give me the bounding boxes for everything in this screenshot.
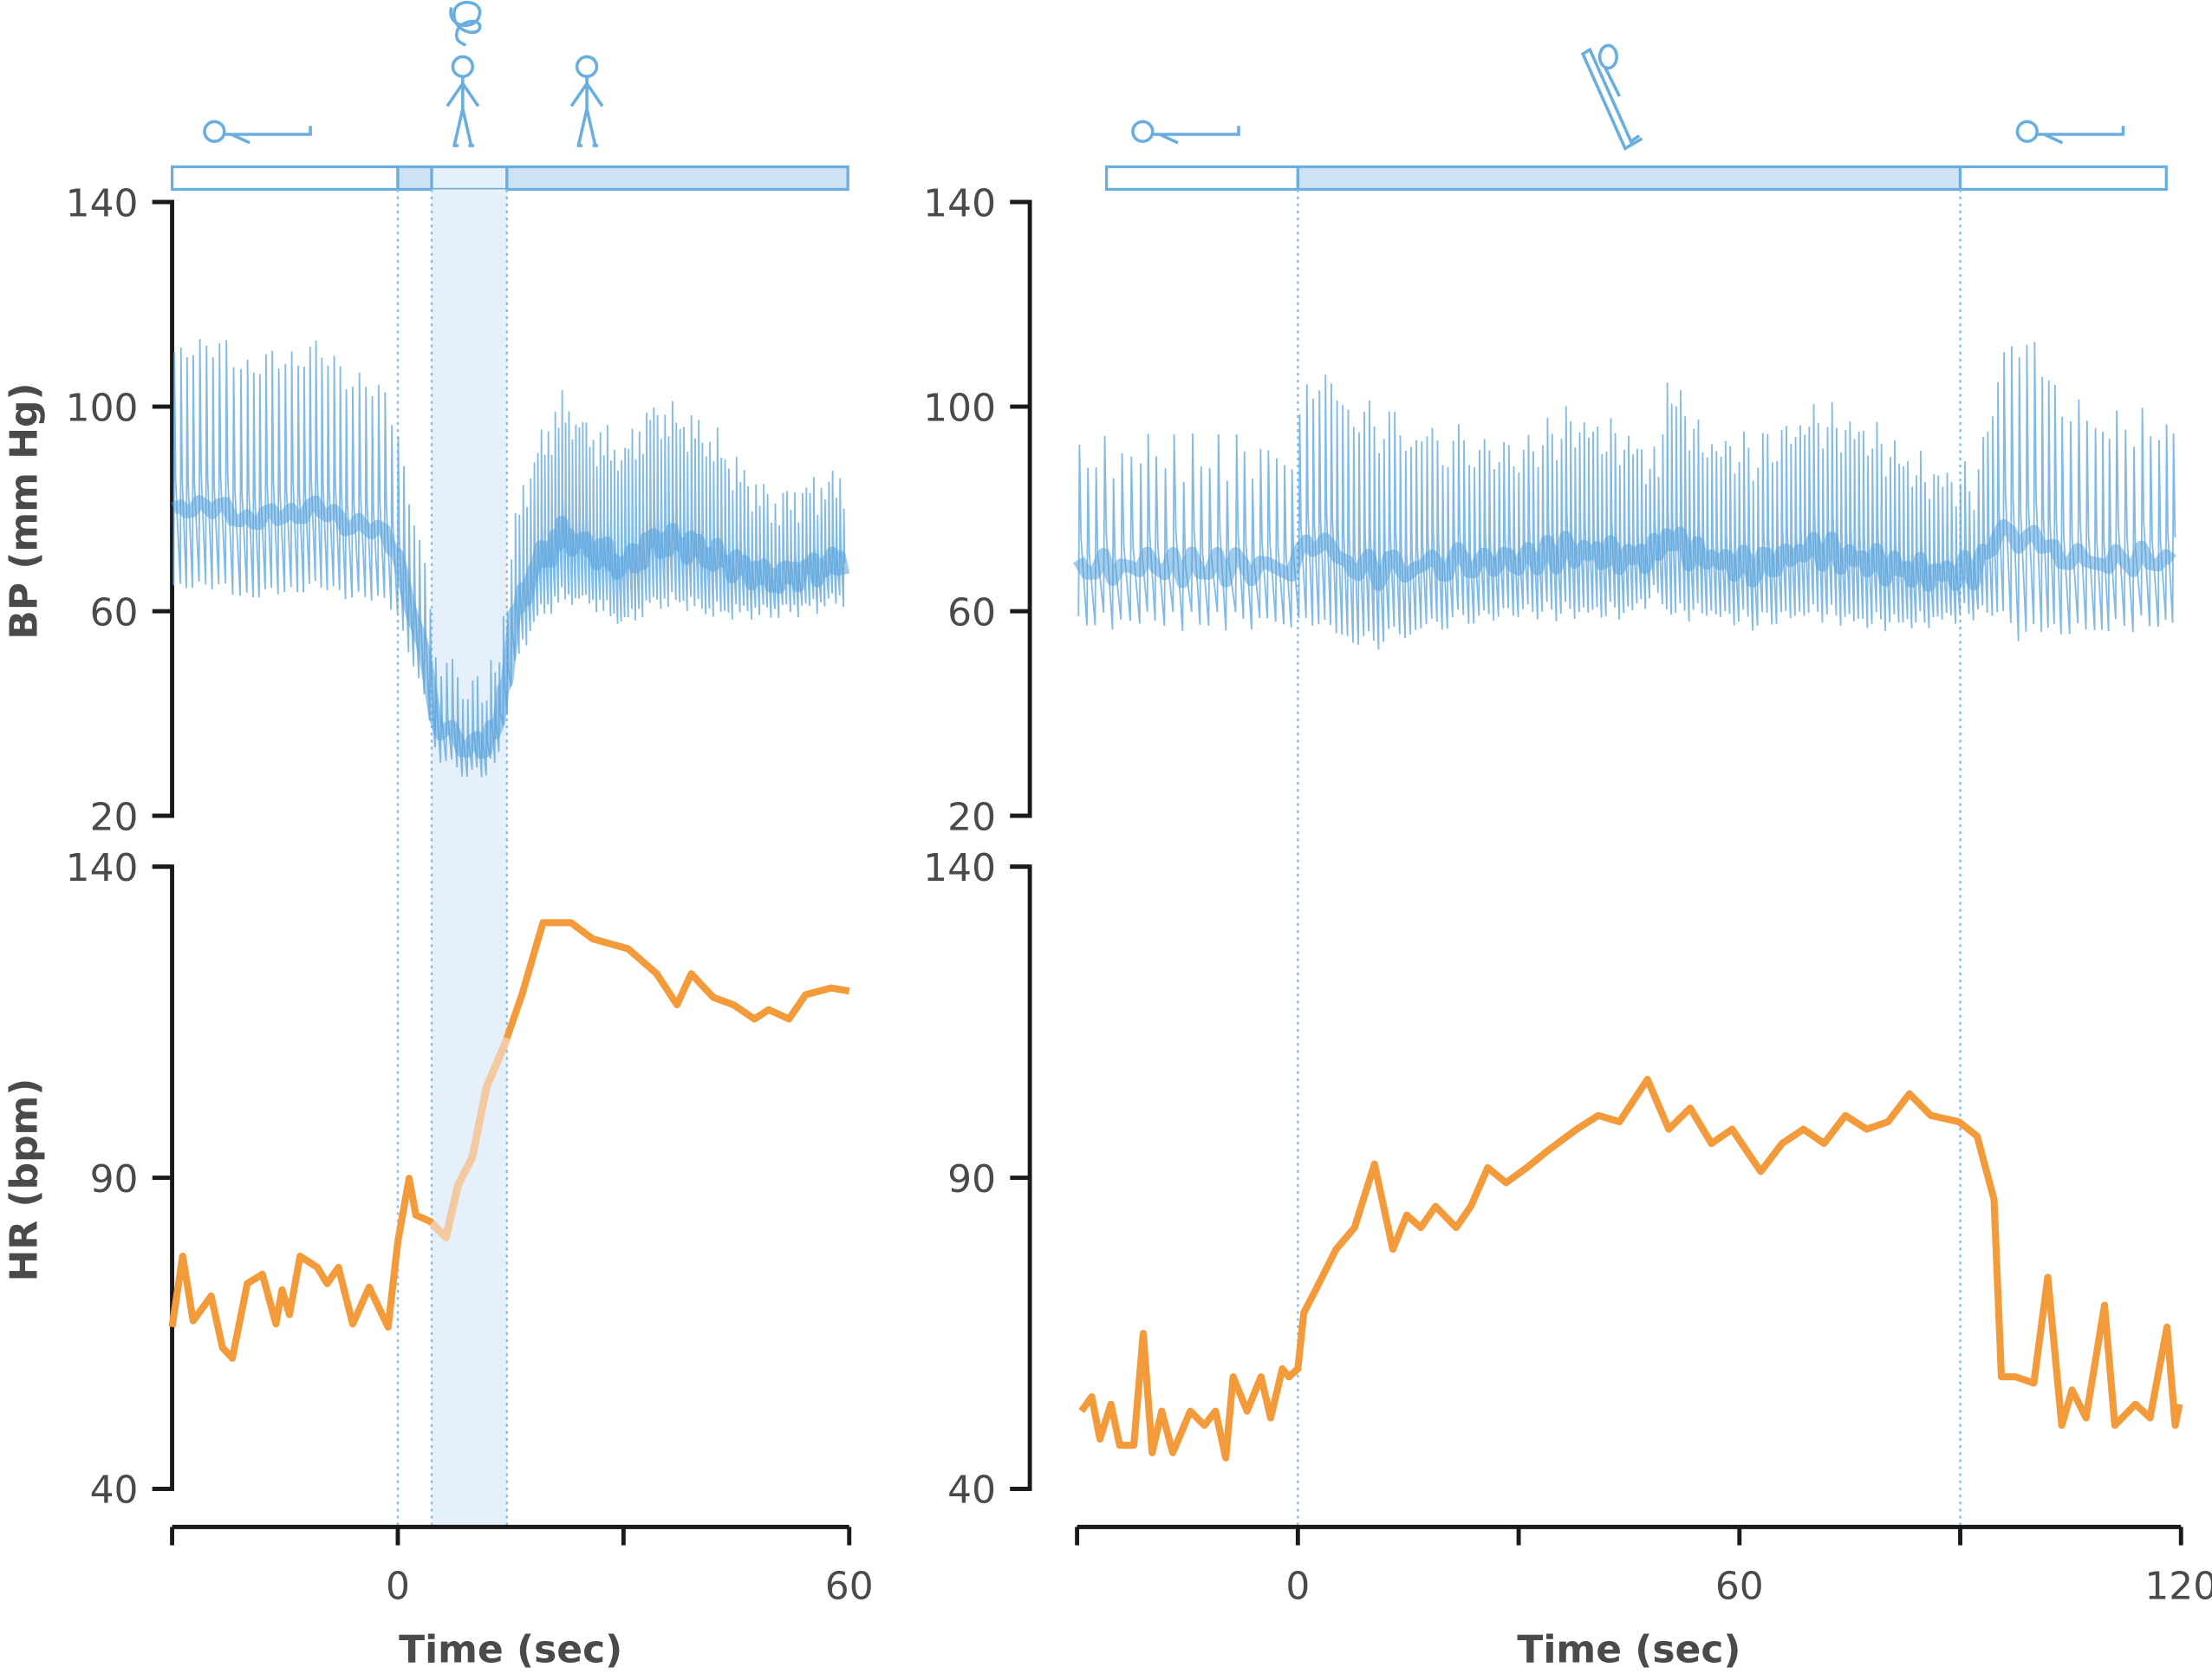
phase-bar-segment-head-up-tilt	[1296, 165, 1962, 192]
x-tick-label: 0	[386, 1564, 410, 1608]
bp-y-axis	[1010, 199, 1032, 818]
hr-y-tick-label: 40	[90, 1469, 139, 1513]
x-axis-title: Time (sec)	[399, 1628, 622, 1672]
right-panel: 140 100 60 20 140 90 40 0 60 120 Time (sec)	[923, 165, 2212, 1672]
bp-y-tick-label: 140	[923, 181, 996, 225]
hr-y-tick-label: 90	[947, 1157, 996, 1202]
phase-bar-segment-supine	[1958, 165, 2168, 192]
bp-y-tick-label: 140	[66, 181, 139, 225]
bp-y-tick-label: 60	[947, 590, 996, 635]
standing-figure-icon	[569, 55, 604, 147]
hr-axis-title: HR (bpm)	[2, 1078, 46, 1282]
hr-y-tick-label: 140	[66, 846, 139, 890]
x-tick-label: 60	[1715, 1564, 1764, 1608]
supine-figure-icon	[1131, 120, 1240, 145]
phase-bar-segment-standing	[396, 165, 433, 192]
hr-y-tick-label: 140	[923, 846, 996, 890]
x-tick-label: 60	[825, 1564, 874, 1608]
left-panel: 140 100 60 20 140 90 40 0 60 Time (sec)	[66, 165, 874, 1672]
phase-bar-segment-standing-dizzy	[430, 165, 509, 192]
tilt-table-figure-icon	[1580, 43, 1643, 151]
phase-bar-segment-supine	[1104, 165, 1299, 192]
supine-figure-icon	[203, 120, 312, 145]
bp-mean-band	[1073, 518, 2176, 592]
hr-line	[1078, 1076, 2183, 1462]
x-tick-label: 0	[1285, 1564, 1310, 1608]
bp-y-tick-label: 100	[66, 386, 139, 430]
supine-figure-icon	[2015, 120, 2125, 145]
x-axis-title: Time (sec)	[1517, 1628, 1740, 1672]
hr-y-tick-label: 40	[947, 1469, 996, 1513]
bp-y-axis	[152, 199, 175, 818]
bp-mean-band	[171, 495, 850, 759]
bp-y-tick-label: 20	[947, 795, 996, 839]
standing-figure-icon	[446, 55, 480, 147]
bp-axis-title: BP (mm Hg)	[2, 382, 46, 639]
hr-line	[168, 919, 850, 1362]
x-tick-label: 120	[2144, 1564, 2212, 1608]
hr-y-tick-label: 90	[90, 1157, 139, 1202]
bp-y-tick-label: 60	[90, 590, 139, 635]
phase-bar-segment-supine	[170, 165, 400, 192]
bp-y-tick-label: 20	[90, 795, 139, 839]
dizziness-spiral-icon	[449, 1, 482, 47]
dizziness-shaded-region	[432, 189, 507, 1527]
bp-waveform	[1077, 342, 2176, 650]
bp-y-tick-label: 100	[923, 386, 996, 430]
phase-bar-segment-standing	[505, 165, 849, 192]
